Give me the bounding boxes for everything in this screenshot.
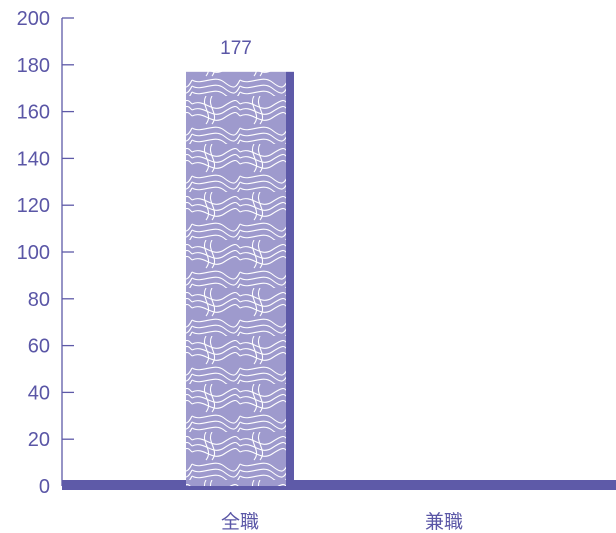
y-tick-label: 80	[28, 289, 50, 311]
y-tick-label: 160	[17, 102, 50, 124]
category-label: 兼職	[425, 511, 463, 533]
y-tick-label: 0	[39, 476, 50, 498]
x-axis-baseline	[62, 480, 616, 490]
bars-group	[186, 71, 294, 486]
axes-group	[61, 17, 616, 490]
data-label: 177	[220, 38, 252, 59]
y-tick-label: 20	[28, 429, 50, 451]
y-tick-label: 120	[17, 195, 50, 217]
y-tick-label: 140	[17, 148, 50, 170]
y-tick-label: 200	[17, 8, 50, 30]
bar-edge	[286, 71, 294, 486]
category-label: 全職	[221, 511, 259, 533]
y-tick-label: 180	[17, 55, 50, 77]
y-tick-label: 40	[28, 382, 50, 404]
bar	[186, 71, 286, 486]
y-tick-label: 60	[28, 336, 50, 358]
y-tick-label: 100	[17, 242, 50, 264]
labels-group: 0 20 40 60 80 100 120 140 160 180 200 177 全職 兼職	[17, 8, 463, 533]
